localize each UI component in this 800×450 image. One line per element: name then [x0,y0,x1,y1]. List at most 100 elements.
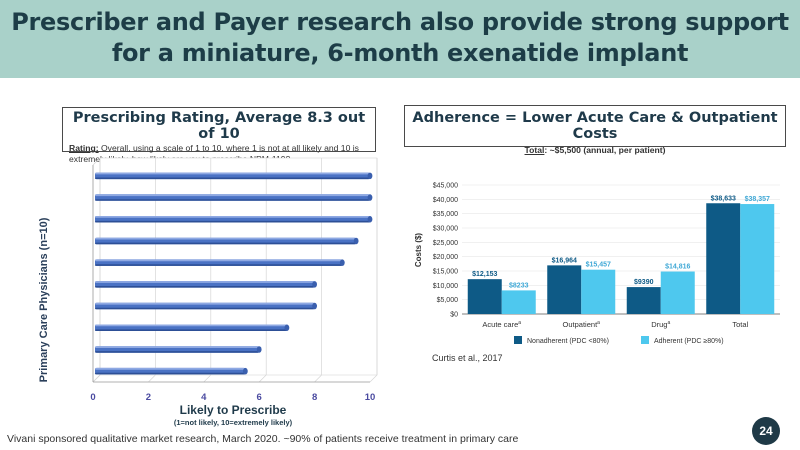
right-chart-bar [660,271,695,314]
adherence-box: Adherence = Lower Acute Care & Outpatien… [404,105,786,155]
left-chart-bar [95,216,373,223]
total-savings: Total: ~$5,500 (annual, per patient) [405,145,785,156]
adherence-title: Adherence = Lower Acute Care & Outpatien… [412,110,778,142]
right-chart-data-label: $16,964 [552,257,577,264]
right-chart-legend-label: Nonadherent (PDC <80%) [527,338,609,345]
slide-title: Prescriber and Payer research also provi… [0,7,800,69]
left-chart-bar-highlight [95,216,370,218]
left-chart-bar-highlight [95,237,357,240]
total-label: Total [524,145,545,155]
left-chart-bar [95,172,373,180]
left-chart-bar-highlight [95,281,315,283]
right-chart-legend-swatch [514,336,522,344]
right-chart-y-tick-label: $15,000 [433,269,458,276]
right-chart-data-label: $8233 [509,282,529,289]
right-chart-data-label: $38,633 [711,195,736,202]
right-chart-category-name: Acute care [482,320,518,329]
right-chart-data-label: $12,153 [472,271,497,278]
left-chart-bar-cap [339,259,345,266]
right-chart-category-label: Outpatienta [563,320,601,329]
rating-label: Rating: [69,143,99,153]
left-chart-gridline-floor [258,374,267,383]
left-chart-bar-cap [312,281,317,288]
left-chart-bar-shadow [95,264,343,266]
left-chart-bar-highlight [95,194,370,197]
left-chart-bar-cap [367,194,373,201]
right-chart-category-superscript: a [667,320,670,326]
slide-title-line-2: for a miniature, 6-month exenatide impla… [111,39,689,67]
page-number: 24 [752,417,780,445]
left-chart-x-tick-label: 4 [201,392,207,403]
left-chart-bar-highlight [95,324,287,327]
left-chart-x-tick-label: 8 [312,392,317,403]
left-chart-bar [95,194,373,201]
right-chart-legend-swatch [641,336,649,344]
left-chart-bar-shadow [95,372,246,375]
right-chart-bar [740,204,775,314]
right-chart-y-axis-label: Costs ($) [414,233,423,268]
left-chart-bar-shadow [95,286,315,288]
left-chart-bar [95,281,317,288]
left-chart-bar-cap [284,324,290,331]
left-chart-bar-cap [367,216,373,223]
left-chart-bar-shadow [95,351,260,353]
left-chart-bar-highlight [95,346,260,348]
right-chart-category-superscript: a [518,320,521,326]
left-chart-bar [95,346,262,353]
left-chart-bar-highlight [95,259,343,262]
right-chart-y-tick-label: $5,000 [437,297,459,304]
left-chart-bar [95,259,345,266]
right-chart-y-tick-label: $35,000 [433,211,458,218]
left-chart-bar [95,237,359,245]
left-chart-bar [95,367,248,375]
right-chart-data-label: $15,457 [586,262,611,269]
right-chart-y-tick-label: $0 [450,312,458,319]
right-chart-category-label: Total [732,320,748,329]
left-chart-bar-highlight [95,302,315,305]
right-chart-category-superscript: a [597,320,600,326]
left-chart-bar-cap [353,237,359,245]
right-chart-data-label: $9390 [634,279,654,286]
right-chart-data-label: $14,816 [665,264,690,271]
left-chart-bar-shadow [95,220,370,223]
right-chart-y-tick-label: $40,000 [433,197,458,204]
left-chart-bar-shadow [95,329,287,331]
right-chart-category-name: Total [732,320,748,329]
left-chart-gridline-floor [314,374,322,383]
footer-note: Vivani sponsored qualitative market rese… [7,433,519,445]
left-chart-bar-cap [367,172,373,180]
source-citation: Curtis et al., 2017 [432,353,503,363]
total-text: : ~$5,500 (annual, per patient) [544,145,666,155]
right-chart-bar [501,290,536,314]
left-chart-gridline-floor [203,374,212,383]
left-chart-bar-shadow [95,177,370,180]
right-chart-category-name: Outpatient [563,320,599,329]
right-chart-category-label: Acute carea [482,320,521,329]
left-chart-x-axis-label: Likely to Prescribe [179,403,287,417]
left-chart-bar [95,324,290,331]
title-banner: Prescriber and Payer research also provi… [0,0,800,78]
right-chart-category-name: Drug [651,320,667,329]
left-chart-x-tick-label: 2 [146,392,151,403]
left-chart-gridline-floor [148,374,156,383]
left-chart-bar-highlight [95,367,246,370]
right-chart-y-tick-label: $20,000 [433,254,458,261]
right-chart-y-tick-label: $25,000 [433,240,458,247]
left-chart-gridline-floor [369,374,378,383]
right-chart-bar [547,265,582,314]
left-chart-bar-cap [312,302,317,310]
right-chart-legend-label: Adherent (PDC ≥80%) [654,338,724,345]
right-chart-category-label: Druga [651,320,670,329]
right-chart-data-label: $38,357 [745,196,770,203]
left-chart-bar-cap [242,367,248,375]
left-chart-bar [95,302,317,310]
left-chart-gridline-floor [92,374,101,383]
right-chart-bar [467,279,502,314]
left-chart-x-tick-label: 10 [365,392,376,403]
right-chart-y-tick-label: $10,000 [433,283,458,290]
left-chart-bar-shadow [95,307,315,310]
right-chart-y-tick-label: $30,000 [433,226,458,233]
left-chart-x-tick-label: 6 [257,392,262,403]
